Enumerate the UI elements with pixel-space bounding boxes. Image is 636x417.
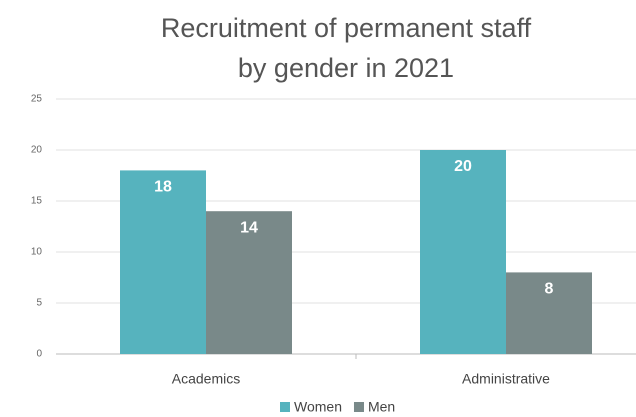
data-label: 20 [454, 158, 472, 175]
legend-swatch [353, 402, 364, 412]
data-label: 18 [154, 179, 172, 196]
data-label: 14 [240, 219, 258, 236]
chart-title: Recruitment of permanent staff [161, 13, 532, 43]
legend-swatch [280, 402, 290, 412]
y-tick-label: 25 [31, 94, 43, 105]
data-label: 8 [545, 281, 554, 298]
y-tick-label: 15 [31, 196, 43, 207]
chart-title: by gender in 2021 [238, 53, 454, 83]
x-tick-label: Academics [172, 371, 240, 387]
bar [506, 272, 592, 354]
y-tick-label: 10 [31, 247, 43, 258]
y-tick-label: 5 [36, 298, 42, 309]
x-tick-label: Administrative [462, 371, 550, 387]
y-tick-label: 20 [31, 145, 43, 156]
bar [420, 150, 506, 354]
bar [206, 211, 292, 354]
y-tick-label: 0 [36, 349, 42, 360]
legend-label: Men [368, 399, 395, 415]
legend-label: Women [294, 399, 342, 415]
bar [120, 170, 206, 354]
